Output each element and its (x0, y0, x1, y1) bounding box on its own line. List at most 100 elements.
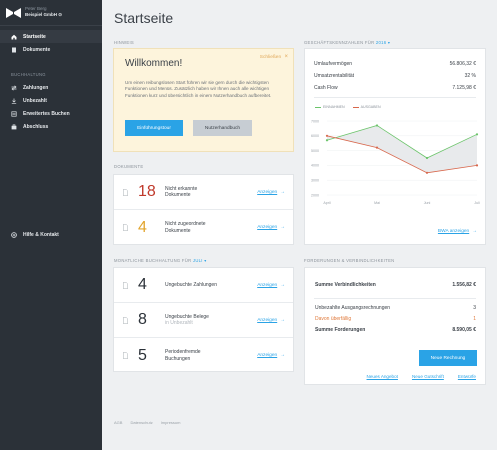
data-point-einnahmen (375, 124, 379, 127)
area-between-series (327, 125, 477, 173)
legend-item: Einnahmen (315, 105, 345, 109)
receivables-links: Neues Angebot Neue Gutschrift Entwürfe (305, 374, 485, 379)
documents-card: 18 Nicht erkannte Dokumente Anzeigen → 4… (113, 174, 294, 245)
arrow-right-icon: → (280, 189, 285, 195)
lifebuoy-icon (11, 231, 17, 238)
show-unrecognized-link[interactable]: Anzeigen → (257, 189, 285, 195)
sidebar-item-label: Startseite (23, 33, 46, 40)
metric-row: Umsatzrentabilität 32 % (314, 73, 476, 79)
footer-link-datenschutz[interactable]: Datenschutz (130, 420, 153, 425)
overdue-row: Davon überfällig 1 (315, 316, 476, 322)
row-label: Nicht erkannte Dokumente (165, 185, 198, 198)
sidebar-item-abschluss[interactable]: Abschluss (0, 120, 102, 133)
download-icon (11, 98, 17, 104)
file-icon (123, 281, 128, 289)
list-item: 4 Ungebuchte Zahlungen Anzeigen → (114, 268, 293, 303)
show-unassigned-link[interactable]: Anzeigen → (257, 225, 285, 230)
row-label: Ungebuchte Belege in Unbezahlt (165, 313, 209, 326)
sidebar-item-dokumente[interactable]: Dokumente (0, 43, 102, 56)
company-name[interactable]: Beispiel GmbH ⊙ (25, 12, 63, 17)
series-line-ausgaben (326, 135, 478, 174)
close-welcome-button[interactable]: Schließen × (259, 54, 288, 60)
series-line-einnahmen (326, 125, 478, 159)
show-off-period-link[interactable]: Anzeigen → (257, 353, 285, 358)
user-name: Peter Berg (25, 6, 47, 11)
list-item: 18 Nicht erkannte Dokumente Anzeigen → (114, 175, 293, 210)
list-item: 8 Ungebuchte Belege in Unbezahlt Anzeige… (114, 303, 293, 338)
new-invoice-button[interactable]: Neue Rechnung (419, 350, 477, 366)
x-tick-label: Juni (424, 201, 431, 205)
new-credit-note-link[interactable]: Neue Gutschrift (411, 374, 444, 379)
row-label: Nicht zugeordnete Dokumente (165, 221, 206, 234)
show-unbooked-receipts-link[interactable]: Anzeigen → (257, 317, 285, 323)
unbooked-payments-count: 4 (138, 276, 147, 293)
sidebar: Peter Berg Beispiel GmbH ⊙ Startseite Do… (0, 0, 102, 450)
brand-header[interactable]: Peter Berg Beispiel GmbH ⊙ (0, 0, 102, 26)
user-manual-button[interactable]: Nutzerhandbuch (193, 120, 252, 136)
year-dropdown[interactable]: 2016 ▾ (375, 40, 391, 45)
data-point-ausgaben (475, 164, 479, 167)
ledger-icon (11, 110, 17, 117)
legend-item: Ausgaben (352, 105, 381, 109)
row-label: Ungebuchte Zahlungen (165, 281, 217, 288)
off-period-count: 5 (138, 346, 147, 364)
bwa-link[interactable]: BWA anzeigen → (437, 229, 477, 234)
y-tick-label: 4000 (311, 164, 319, 168)
sidebar-item-label: Unbezahlt (23, 97, 47, 104)
line-chart: 7000 6000 5000 4000 3000 2000 April Mai Juni Juli (311, 119, 480, 205)
data-point-ausgaben (325, 134, 329, 137)
monthly-section-label: Monatliche Buchhaltung für Juli ▾ (114, 258, 207, 263)
footer: AGB Datenschutz Impressum (114, 420, 180, 425)
unassigned-count: 4 (138, 218, 147, 236)
hints-section-label: Hinweis (114, 40, 135, 45)
company-switch-icon[interactable]: ⊙ (58, 12, 63, 17)
sidebar-item-label: Zahlungen (23, 84, 49, 91)
intro-tour-button[interactable]: Einführungstour (125, 120, 183, 136)
sidebar-item-hilfe[interactable]: Hilfe & Kontakt (0, 228, 102, 241)
drafts-link[interactable]: Entwürfe (457, 374, 476, 379)
sidebar-item-unbezahlt[interactable]: Unbezahlt (0, 94, 102, 107)
file-icon (123, 224, 128, 231)
transfer-icon (11, 85, 17, 91)
arrow-right-icon: → (280, 353, 285, 358)
sidebar-item-startseite[interactable]: Startseite (0, 30, 102, 43)
new-offer-link[interactable]: Neues Angebot (366, 374, 398, 379)
unrecognized-count: 18 (138, 183, 156, 200)
close-icon: × (284, 54, 288, 60)
data-point-ausgaben (425, 171, 429, 174)
sidebar-item-zahlungen[interactable]: Zahlungen (0, 81, 102, 94)
sidebar-item-erweitertes-buchen[interactable]: Erweitertes Buchen (0, 107, 102, 120)
sidebar-item-label: Hilfe & Kontakt (23, 231, 59, 238)
show-unbooked-payments-link[interactable]: Anzeigen → (257, 282, 285, 288)
monthly-card: 4 Ungebuchte Zahlungen Anzeigen → 8 Unge… (113, 267, 294, 372)
receivables-section-label: Forderungen & Verbindlichkeiten (304, 258, 395, 263)
y-tick-label: 5000 (311, 149, 319, 153)
file-icon (123, 188, 128, 196)
bow-tie-logo-icon (6, 8, 21, 18)
data-point-einnahmen (325, 139, 329, 142)
receivables-card: Summe Verbindlichkeiten 1.556,82 € Unbeza… (304, 267, 486, 385)
y-tick-label: 3000 (311, 179, 319, 183)
y-tick-label: 6000 (311, 134, 319, 138)
welcome-title: Willkommen! (125, 58, 183, 69)
month-dropdown[interactable]: Juli ▾ (192, 258, 207, 263)
footer-link-agb[interactable]: AGB (114, 420, 123, 425)
list-item: 5 Periodenfremde Buchungen Anzeigen → (114, 338, 293, 373)
list-item: 4 Nicht zugeordnete Dokumente Anzeigen → (114, 210, 293, 245)
y-tick-label: 7000 (311, 119, 319, 123)
footer-link-impressum[interactable]: Impressum (160, 420, 181, 425)
y-tick-label: 2000 (311, 193, 319, 197)
page-title: Startseite (114, 10, 174, 26)
metric-row: Umlaufvermögen 56.806,32 € (314, 61, 476, 67)
sidebar-item-label: Dokumente (23, 46, 51, 53)
legend-label: Einnahmen (323, 105, 345, 109)
x-tick-label: Juli (474, 201, 480, 205)
home-icon (11, 34, 17, 40)
document-icon (11, 47, 17, 53)
documents-section-label: Dokumente (114, 164, 144, 169)
file-icon (123, 316, 128, 324)
data-point-ausgaben (375, 146, 379, 149)
data-point-einnahmen (475, 133, 479, 136)
arrow-right-icon: → (280, 282, 285, 288)
business-section-label: Geschäftskennzahlen für 2016 ▾ (304, 40, 391, 45)
